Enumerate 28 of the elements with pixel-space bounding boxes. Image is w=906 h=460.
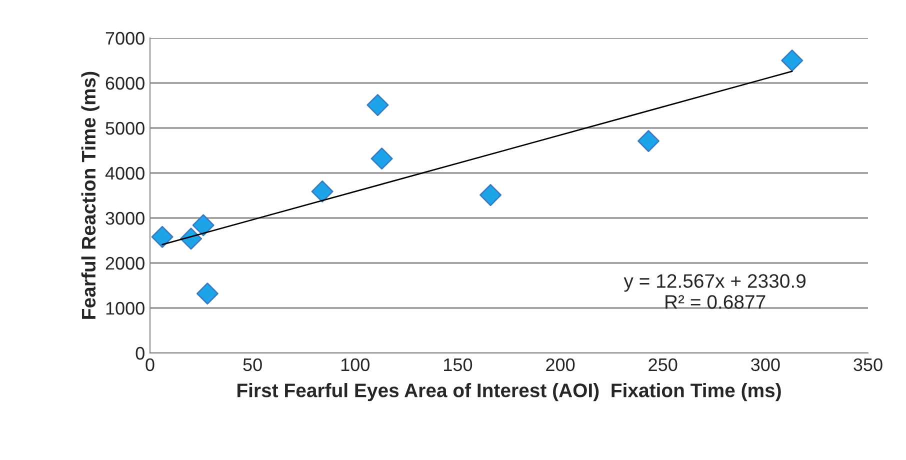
y-tick-label: 1000 bbox=[106, 302, 144, 315]
point bbox=[480, 184, 502, 206]
point bbox=[370, 148, 393, 170]
x-tick-label: 150 bbox=[444, 358, 472, 372]
point bbox=[781, 50, 804, 72]
x-tick-label: 0 bbox=[146, 358, 154, 372]
point bbox=[192, 214, 214, 236]
annotation: y = 12.567x + 2330.9 R² = 0.6877 bbox=[624, 274, 806, 309]
y-tick-label: 7000 bbox=[106, 32, 144, 45]
point bbox=[638, 130, 660, 152]
x-tick-label: 200 bbox=[546, 358, 575, 372]
x-tick-label: 50 bbox=[243, 358, 262, 372]
x-tick-label: 100 bbox=[341, 358, 370, 372]
x-tick-label: 350 bbox=[854, 358, 882, 372]
y-tick-label: 5000 bbox=[106, 122, 144, 135]
y-tick-label: 6000 bbox=[106, 76, 144, 90]
point bbox=[196, 282, 218, 305]
y-tick-label: 0 bbox=[136, 346, 144, 360]
y-tick-label: 3000 bbox=[106, 212, 144, 225]
y-axis-title: Fearful Reaction Time (ms) bbox=[81, 72, 100, 319]
point bbox=[311, 180, 334, 202]
x-tick-label: 300 bbox=[751, 358, 780, 372]
y-tick-label: 4000 bbox=[105, 166, 144, 180]
x-axis-title: First Fearful Eyes Area of Interest (AOI) Fixation Time (ms) bbox=[237, 383, 781, 402]
point bbox=[151, 226, 174, 248]
y-tick-label: 2000 bbox=[106, 256, 144, 270]
x-tick-label: 250 bbox=[648, 358, 678, 372]
point bbox=[366, 94, 389, 116]
